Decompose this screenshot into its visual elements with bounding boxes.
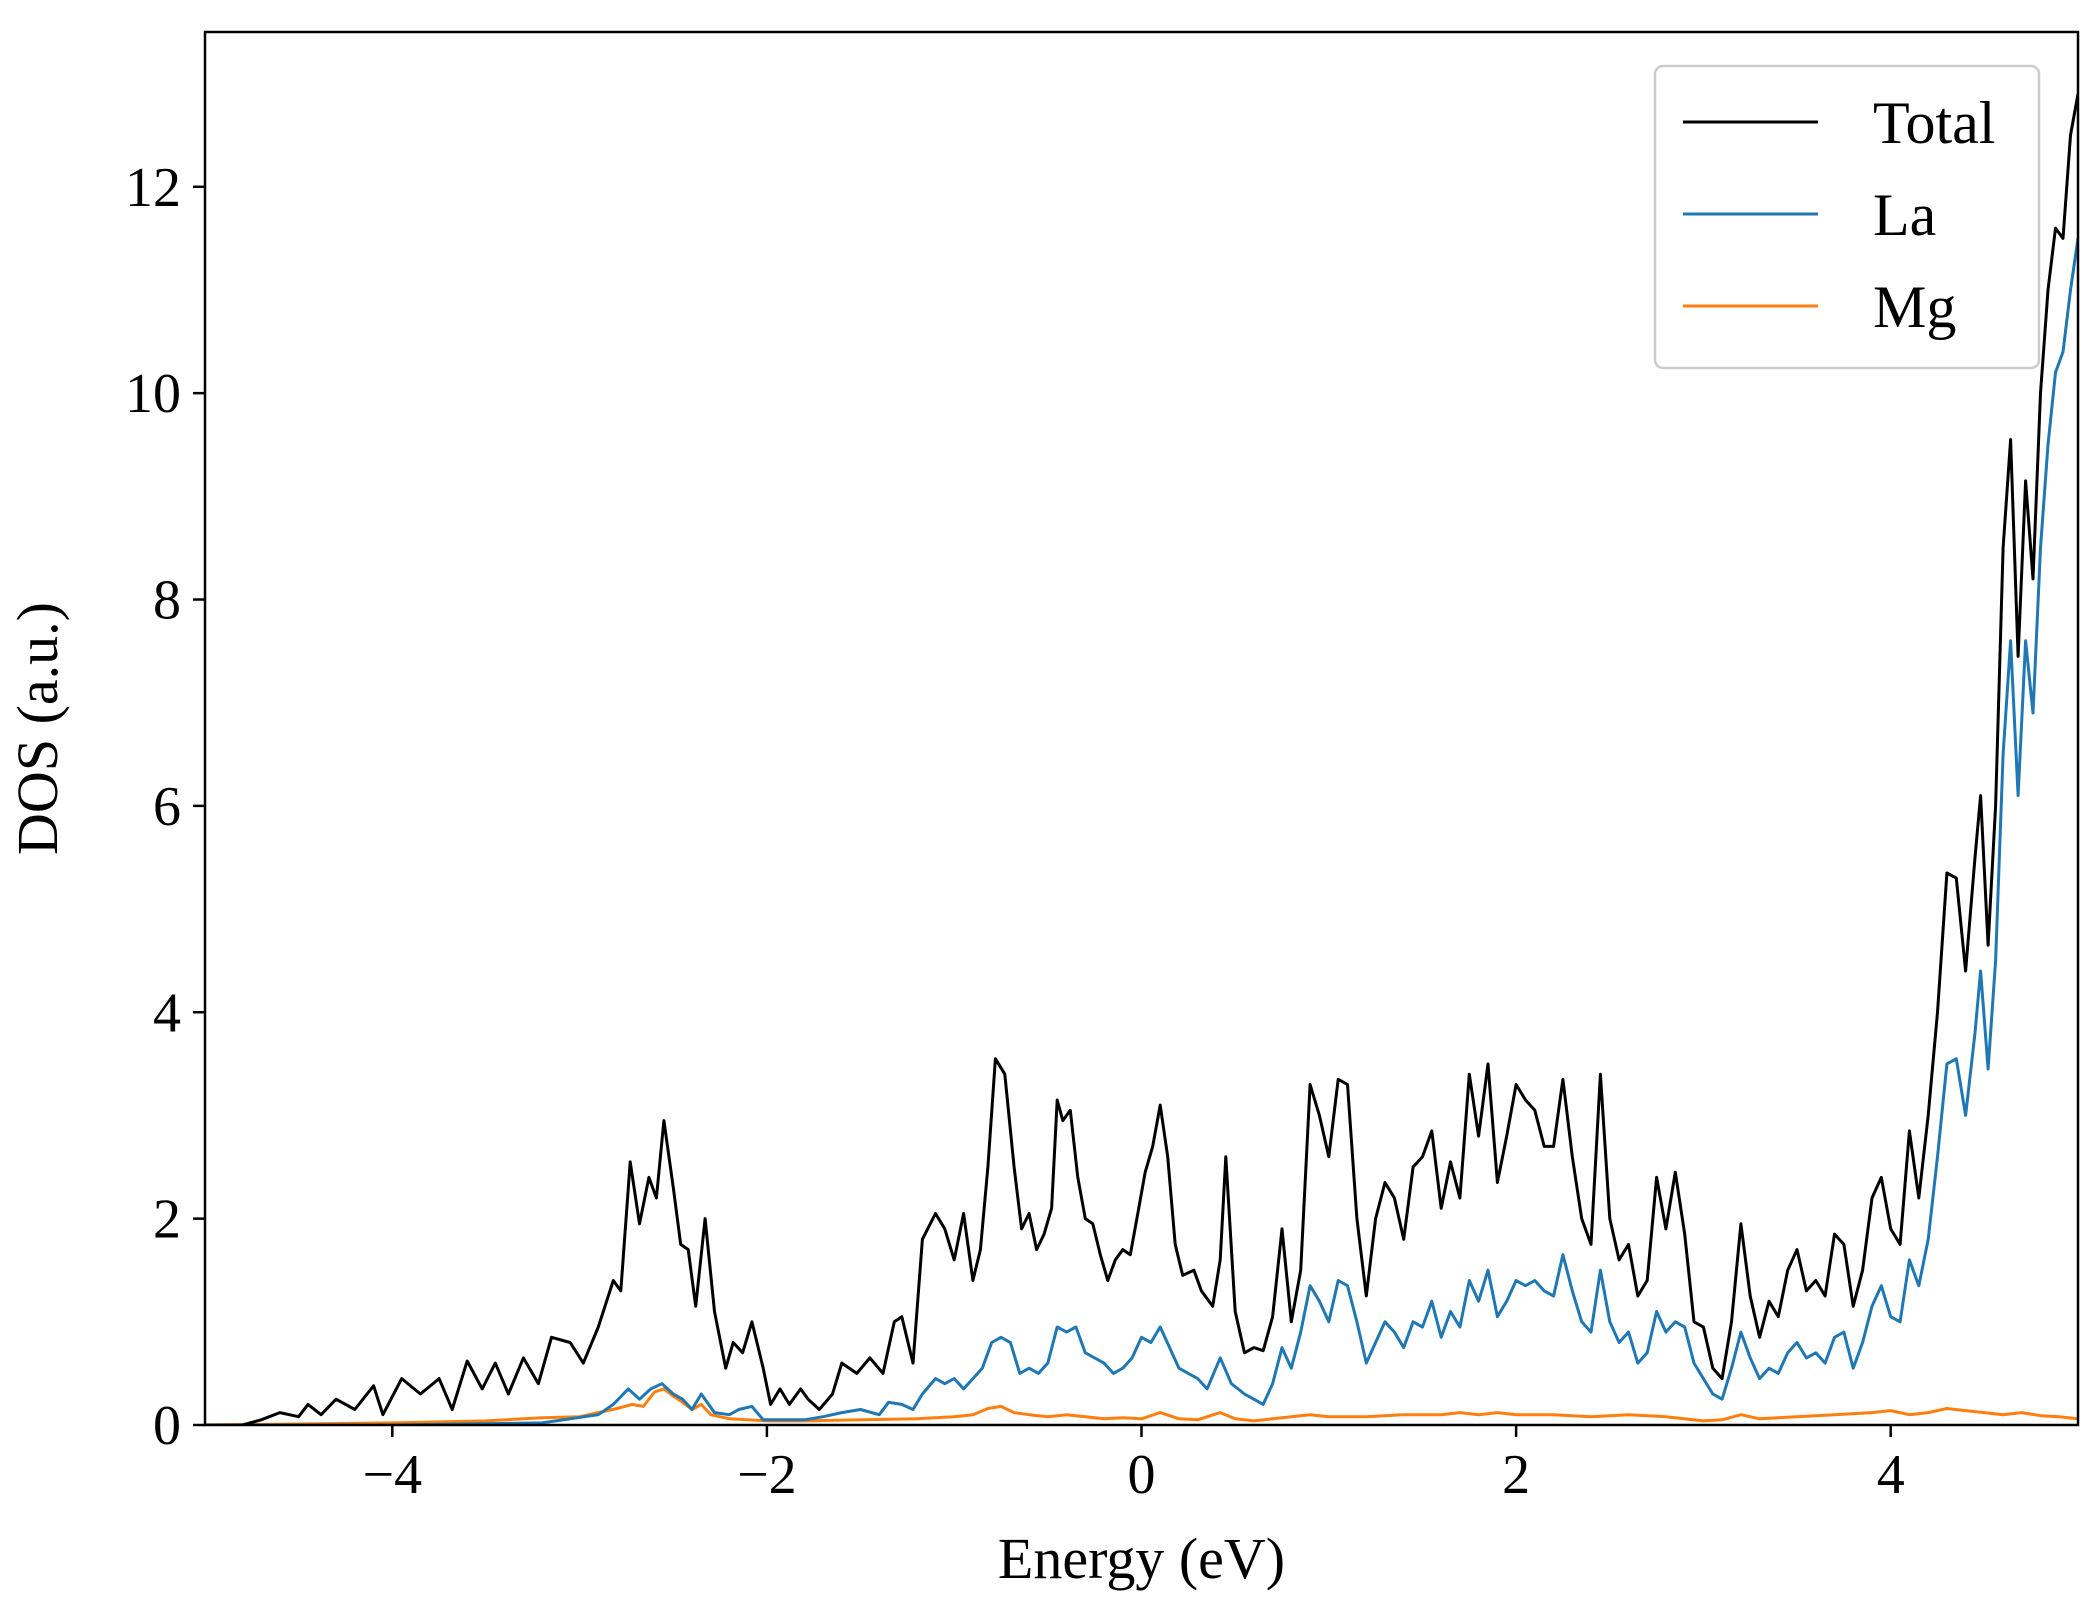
x-tick-label: 4 bbox=[1877, 1444, 1905, 1506]
legend-box bbox=[1653, 64, 2041, 370]
ticks-layer: −4 −2 0 2 4 0 2 4 6 8 10 12 bbox=[125, 157, 1905, 1506]
legend-label-la: La bbox=[1873, 182, 1936, 248]
y-tick-label: 2 bbox=[153, 1189, 181, 1251]
y-tick-label: 8 bbox=[153, 570, 181, 632]
series-line-total bbox=[205, 93, 2078, 1425]
x-tick-label: −4 bbox=[363, 1444, 423, 1506]
series-line-la bbox=[205, 238, 2078, 1425]
y-tick-label: 6 bbox=[153, 776, 181, 838]
legend-items: Total La Mg bbox=[1683, 90, 1995, 340]
series-line-mg bbox=[205, 1387, 2078, 1425]
y-tick-label: 10 bbox=[125, 363, 181, 425]
legend-label-total: Total bbox=[1873, 90, 1995, 156]
x-tick-label: 0 bbox=[1128, 1444, 1156, 1506]
x-tick-label: 2 bbox=[1502, 1444, 1530, 1506]
x-tick-label: −2 bbox=[737, 1444, 797, 1506]
legend-label-mg: Mg bbox=[1873, 274, 1956, 340]
y-tick-label: 12 bbox=[125, 157, 181, 219]
y-tick-label: 0 bbox=[153, 1395, 181, 1457]
legend: Total La Mg bbox=[1653, 64, 2041, 370]
x-axis-label: Energy (eV) bbox=[998, 1526, 1285, 1591]
y-tick-label: 4 bbox=[153, 982, 181, 1044]
series-layer bbox=[205, 93, 2078, 1425]
y-axis-label: DOS (a.u.) bbox=[5, 602, 70, 855]
